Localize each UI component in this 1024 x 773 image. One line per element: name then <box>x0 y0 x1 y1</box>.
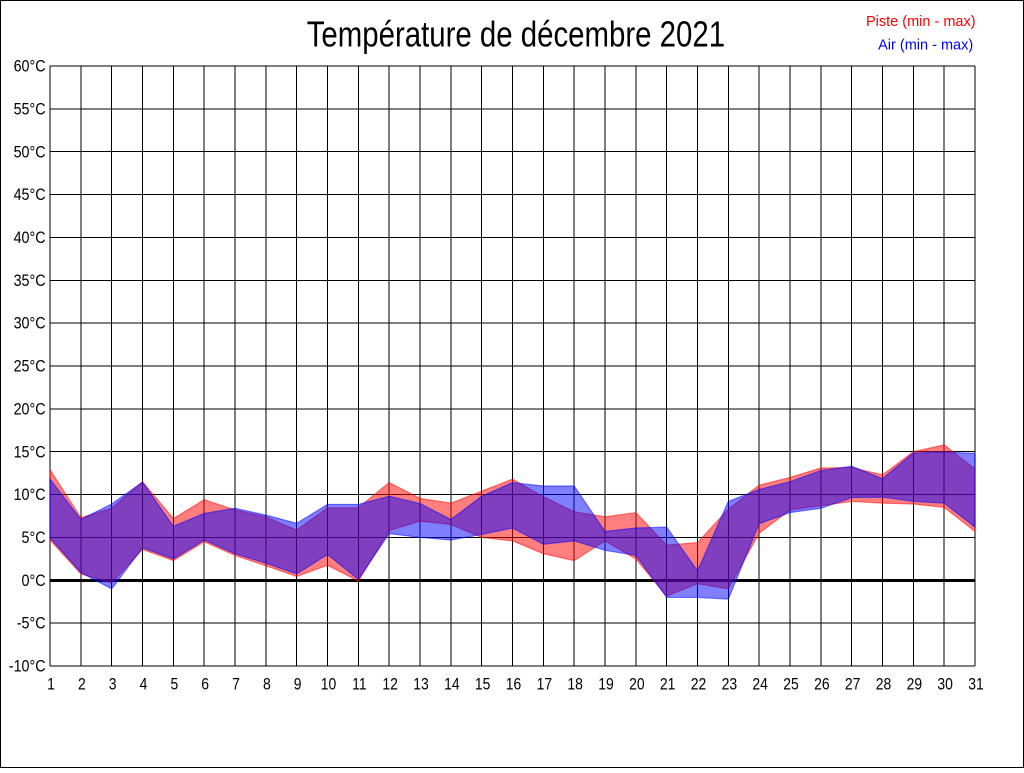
svg-text:26: 26 <box>814 675 829 693</box>
svg-text:17: 17 <box>537 675 552 693</box>
svg-text:21: 21 <box>660 675 675 693</box>
svg-text:10: 10 <box>321 675 336 693</box>
svg-text:30°C: 30°C <box>14 315 46 333</box>
svg-text:Température de décembre 2021: Température de décembre 2021 <box>307 14 725 54</box>
svg-text:55°C: 55°C <box>14 101 46 119</box>
svg-text:Air (min - max): Air (min - max) <box>878 37 973 53</box>
svg-text:10°C: 10°C <box>14 486 46 504</box>
svg-text:-10°C: -10°C <box>9 658 46 676</box>
svg-text:4: 4 <box>140 675 148 693</box>
svg-text:28: 28 <box>876 675 891 693</box>
svg-text:31: 31 <box>968 675 983 693</box>
svg-text:8: 8 <box>263 675 271 693</box>
svg-text:35°C: 35°C <box>14 272 46 290</box>
svg-text:2: 2 <box>78 675 86 693</box>
svg-text:1: 1 <box>47 675 55 693</box>
svg-text:12: 12 <box>382 675 397 693</box>
svg-text:25: 25 <box>783 675 798 693</box>
svg-text:20: 20 <box>629 675 644 693</box>
svg-text:19: 19 <box>598 675 613 693</box>
svg-text:3: 3 <box>109 675 117 693</box>
svg-text:20°C: 20°C <box>14 401 46 419</box>
svg-text:-5°C: -5°C <box>17 615 46 633</box>
svg-text:25°C: 25°C <box>14 358 46 376</box>
svg-text:7: 7 <box>232 675 240 693</box>
svg-text:15°C: 15°C <box>14 443 46 461</box>
svg-text:15: 15 <box>475 675 490 693</box>
svg-text:22: 22 <box>691 675 706 693</box>
svg-text:23: 23 <box>722 675 737 693</box>
svg-text:9: 9 <box>294 675 302 693</box>
svg-text:24: 24 <box>752 675 768 693</box>
svg-text:16: 16 <box>506 675 521 693</box>
svg-text:29: 29 <box>907 675 922 693</box>
svg-text:5: 5 <box>170 675 178 693</box>
svg-text:50°C: 50°C <box>14 143 46 161</box>
svg-text:60°C: 60°C <box>14 58 46 76</box>
svg-text:Piste (min - max): Piste (min - max) <box>866 14 976 30</box>
svg-text:11: 11 <box>352 675 366 693</box>
svg-text:6: 6 <box>201 675 209 693</box>
svg-text:40°C: 40°C <box>14 229 46 247</box>
svg-text:30: 30 <box>937 675 952 693</box>
svg-text:0°C: 0°C <box>22 572 46 590</box>
svg-text:27: 27 <box>845 675 860 693</box>
svg-text:14: 14 <box>444 675 460 693</box>
svg-text:13: 13 <box>413 675 428 693</box>
svg-text:45°C: 45°C <box>14 186 46 204</box>
svg-text:18: 18 <box>567 675 582 693</box>
svg-text:5°C: 5°C <box>22 529 46 547</box>
